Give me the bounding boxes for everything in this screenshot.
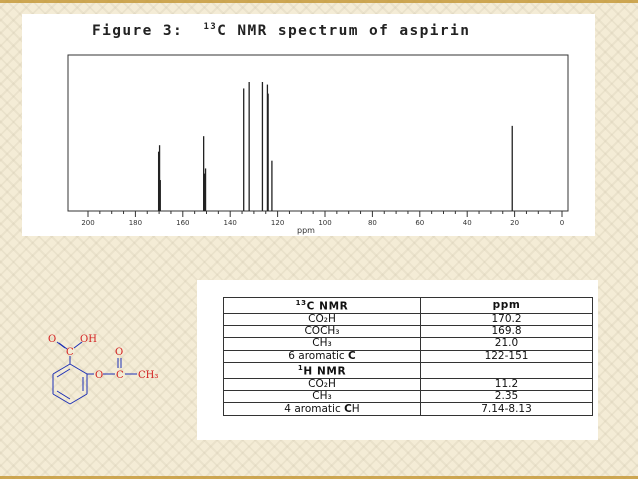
row-label: CH₃	[223, 389, 421, 404]
table-row: 6 aromatic C 122-151	[223, 349, 593, 364]
atom-labels: O OH C O O C CH₃	[48, 334, 158, 381]
x-axis-label: ppm	[297, 226, 315, 235]
x-tick-label: 120	[271, 219, 284, 227]
table-row: CH₃ 2.35	[223, 389, 593, 404]
row-label: 4 aromatic CH	[223, 402, 421, 416]
row-value: 11.2	[420, 377, 593, 391]
nmr-table: 13C NMR ppm CO₂H 170.2 COCH₃ 169.8 CH₃ 2…	[223, 297, 593, 416]
figure-title: Figure 3: 13C NMR spectrum of aspirin	[92, 22, 470, 39]
x-tick-label: 200	[81, 219, 94, 227]
spectrum-chart: 200 180 160 140 120 100 80 60 40 20 0 ppm	[67, 54, 569, 235]
table-row: CO₂H 170.2	[223, 312, 593, 326]
aspirin-structure-drawing: O OH C O O C CH₃	[48, 334, 158, 405]
row-label: CH₃	[223, 337, 421, 351]
bonds	[52, 341, 137, 405]
table-header-row-13c: 13C NMR ppm	[223, 297, 593, 314]
table-row: COCH₃ 169.8	[223, 324, 593, 339]
spectrum-peaks	[157, 82, 513, 211]
row-label: CO₂H	[223, 312, 421, 326]
header-13c-nmr: 13C NMR	[223, 297, 421, 314]
spectrum-figure: Figure 3: 13C NMR spectrum of aspirin 20…	[22, 14, 595, 236]
header-1h-nmr: 1H NMR	[223, 362, 421, 379]
row-label: 6 aromatic C	[223, 349, 421, 364]
acid-carbon-label: C	[66, 347, 74, 358]
table-row: CH₃ 21.0	[223, 337, 593, 351]
plot-frame	[67, 54, 569, 212]
row-value: 122-151	[420, 349, 593, 364]
aspirin-structure: O OH C O O C CH₃	[32, 322, 177, 422]
row-value: 7.14-8.13	[420, 402, 593, 416]
x-tick-label: 60	[415, 219, 424, 227]
row-value: 21.0	[420, 337, 593, 351]
ester-carbonyl-oxygen-label: O	[115, 347, 123, 358]
ester-carbon-label: C	[116, 370, 124, 381]
top-accent-band	[0, 0, 638, 3]
x-tick-label: 20	[510, 219, 519, 227]
row-label: CO₂H	[223, 377, 421, 391]
x-tick-label: 80	[368, 219, 377, 227]
x-tick-label: 180	[129, 219, 142, 227]
ester-oxygen-label: O	[95, 370, 103, 381]
x-tick-label: 40	[463, 219, 472, 227]
figure-title-prefix: Figure 3:	[92, 22, 184, 39]
bottom-accent-band	[0, 476, 638, 479]
nmr-table-panel: 13C NMR ppm CO₂H 170.2 COCH₃ 169.8 CH₃ 2…	[197, 280, 598, 440]
figure-title-main: C NMR spectrum of aspirin	[217, 22, 471, 39]
x-tick-label: 0	[560, 219, 564, 227]
hydroxyl-label: OH	[80, 334, 97, 345]
x-axis: 200 180 160 140 120 100 80 60 40 20 0	[81, 211, 564, 227]
row-value: 170.2	[420, 312, 593, 326]
row-label: COCH₃	[223, 324, 421, 339]
x-tick-label: 100	[318, 219, 331, 227]
empty-cell	[420, 362, 593, 379]
table-row: CO₂H 11.2	[223, 377, 593, 391]
x-tick-label: 140	[224, 219, 237, 227]
table-row: 4 aromatic CH 7.14-8.13	[223, 402, 593, 416]
header-ppm: ppm	[420, 297, 593, 314]
table-header-row-1h: 1H NMR	[223, 362, 593, 379]
row-value: 169.8	[420, 324, 593, 339]
row-value: 2.35	[420, 389, 593, 404]
methyl-label: CH₃	[138, 370, 158, 381]
carbonyl-oxygen-label: O	[48, 334, 56, 345]
figure-title-sup: 13	[203, 22, 218, 32]
x-tick-label: 160	[176, 219, 189, 227]
